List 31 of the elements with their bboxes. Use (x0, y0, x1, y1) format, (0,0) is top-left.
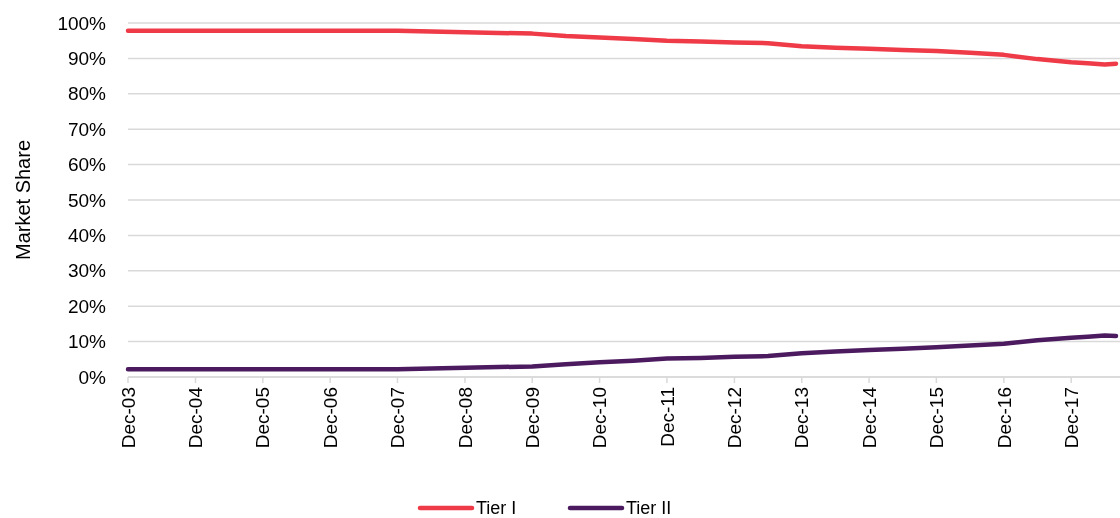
line-series (125, 28, 1119, 67)
x-tick-label: Dec-03 (117, 387, 139, 449)
y-tick-label: 90% (67, 48, 107, 70)
y-tick-label: 40% (67, 225, 107, 247)
y-axis-title: Market Share (12, 139, 34, 261)
legend-label: Tier II (626, 498, 672, 518)
y-tick-label: 80% (67, 83, 107, 105)
x-tick-label: Dec-07 (387, 387, 409, 449)
x-tick-label: Dec-09 (521, 387, 543, 449)
x-tick-label: Dec-04 (185, 386, 207, 449)
x-tick-label: Dec-17 (1060, 387, 1082, 449)
x-tick-label: Dec-10 (589, 387, 611, 449)
line-series (125, 333, 1119, 372)
y-tick-label: 0% (78, 366, 107, 388)
y-tick-label: 60% (67, 154, 107, 176)
y-tick-label: 30% (67, 260, 107, 282)
y-tick-label: 50% (67, 189, 107, 211)
x-tick-label: Dec-08 (454, 387, 476, 449)
y-tick-label: 100% (57, 12, 107, 34)
x-tick-label: Dec-13 (791, 387, 813, 449)
x-tick-label: Dec-16 (993, 387, 1015, 449)
x-tick-label: Dec-14 (858, 386, 880, 449)
y-tick-label: 70% (67, 118, 107, 140)
x-tick-label: Dec-05 (252, 387, 274, 449)
x-tick-label: Dec-12 (724, 387, 746, 449)
y-tick-label: 20% (67, 295, 107, 317)
x-tick-label: Dec-15 (926, 387, 948, 449)
y-tick-label: 10% (67, 331, 107, 353)
x-tick-label: Dec-11 (656, 387, 678, 447)
legend-label: Tier I (476, 498, 517, 518)
x-tick-label: Dec-06 (319, 387, 341, 449)
